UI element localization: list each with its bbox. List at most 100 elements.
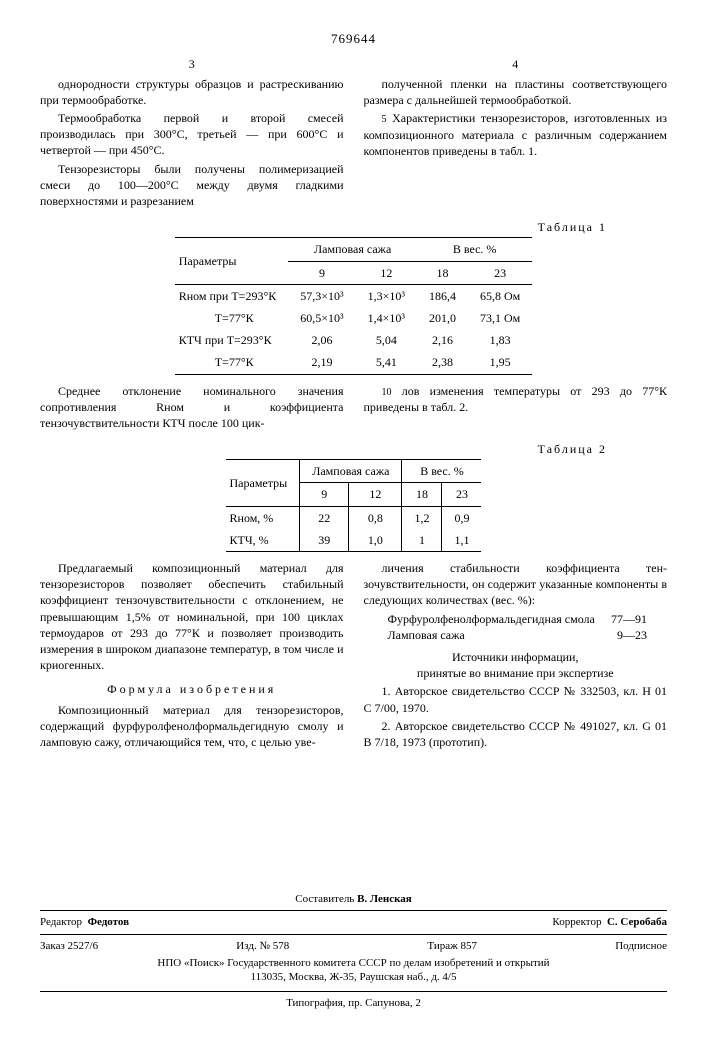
- table1: Параметры Ламповая сажа В вес. % 9 12 18…: [175, 237, 533, 374]
- org-name: НПО «Поиск» Государственного комитета СС…: [40, 956, 667, 971]
- para: однородности структуры образцов и рас­тр…: [40, 76, 344, 108]
- th-group2: В вес. %: [417, 238, 532, 261]
- cell: 39: [300, 529, 349, 552]
- table2-wrap: Таблица 2 Параметры Ламповая сажа В вес.…: [40, 441, 667, 552]
- para-text: лов изменения температуры от 293 до 77°К…: [364, 384, 668, 415]
- cell: 5,41: [356, 351, 417, 374]
- component-row: Ламповая сажа 9—23: [388, 627, 668, 643]
- footer-typography: Типография, пр. Сапунова, 2: [40, 992, 667, 1011]
- cell: 2,38: [417, 351, 468, 374]
- th-group1: Ламповая сажа: [288, 238, 417, 261]
- component-row: Фурфуролфенолфор­мальдегидная смола 77—9…: [388, 611, 668, 627]
- cell: 5,04: [356, 329, 417, 351]
- cell: 1: [402, 529, 442, 552]
- col-num-left: 3: [40, 56, 344, 72]
- line-number: 5: [382, 114, 387, 125]
- footer-composer: Составитель В. Ленская: [40, 892, 667, 910]
- org-address: 113035, Москва, Ж-35, Раушская наб., д. …: [40, 970, 667, 985]
- cell: 2,16: [417, 329, 468, 351]
- footer-credits: Редактор Федотов Корректор С. Серобаба: [40, 910, 667, 935]
- cell: 22: [300, 506, 349, 529]
- cell: 1,83: [468, 329, 532, 351]
- right-column: 4 полученной пленки на пластины соответ­…: [364, 56, 668, 212]
- cell: 0,9: [442, 506, 482, 529]
- table1-caption: Таблица 1: [40, 219, 667, 235]
- formula-title: Формула изобретения: [40, 681, 344, 697]
- corrector-label: Корректор: [552, 916, 601, 928]
- cell: 201,0: [417, 307, 468, 329]
- para-text: Характеристики тензорезисторов, изго­тов…: [364, 111, 668, 158]
- row-label: КТЧ при T=293°К: [175, 329, 289, 351]
- composer-name: В. Ленская: [357, 893, 412, 905]
- cell: 1,4×10³: [356, 307, 417, 329]
- cell: 73,1 Ом: [468, 307, 532, 329]
- row-label: T=77°К: [175, 351, 289, 374]
- th-sub: 23: [468, 261, 532, 284]
- editor-label: Редактор: [40, 916, 82, 928]
- bottom-left: Предлагаемый композиционный материал для…: [40, 560, 344, 752]
- footer-org: НПО «Поиск» Государственного комитета СС…: [40, 954, 667, 993]
- source-item: 2. Авторское свидетельство СССР № 491027…: [364, 718, 668, 750]
- component-name: Ламповая сажа: [388, 627, 465, 643]
- line-number: 10: [382, 387, 392, 398]
- row-label: Rном при T=293°К: [175, 284, 289, 307]
- mid-right: 10 лов изменения температуры от 293 до 7…: [364, 383, 668, 434]
- doc-number: 769644: [40, 30, 667, 48]
- row-label: КТЧ, %: [226, 529, 300, 552]
- table1-wrap: Таблица 1 Параметры Ламповая сажа В вес.…: [40, 219, 667, 374]
- th-param: Параметры: [226, 460, 300, 506]
- cell: 2,19: [288, 351, 355, 374]
- th-sub: 9: [300, 483, 349, 506]
- th-group1: Ламповая сажа: [300, 460, 402, 483]
- left-column: 3 однородности структуры образцов и рас­…: [40, 56, 344, 212]
- th-param: Параметры: [175, 238, 289, 284]
- cell: 60,5×10³: [288, 307, 355, 329]
- table2-caption: Таблица 2: [40, 441, 667, 457]
- th-sub: 12: [356, 261, 417, 284]
- cell: 1,1: [442, 529, 482, 552]
- th-sub: 23: [442, 483, 482, 506]
- cell: 0,8: [349, 506, 402, 529]
- order-no: Заказ 2527/6: [40, 939, 98, 954]
- component-name: Фурфуролфенолфор­мальдегидная смола: [388, 611, 595, 627]
- cell: 1,3×10³: [356, 284, 417, 307]
- mid-columns: Среднее отклонение номинального значе­ни…: [40, 383, 667, 434]
- th-sub: 12: [349, 483, 402, 506]
- para: 5 Характеристики тензорезисторов, изго­т…: [364, 110, 668, 159]
- cell: 1,95: [468, 351, 532, 374]
- editor-name: Федотов: [88, 916, 130, 928]
- th-sub: 18: [402, 483, 442, 506]
- col-num-right: 4: [364, 56, 668, 72]
- para: Предлагаемый композиционный материал для…: [40, 560, 344, 673]
- para: личения стабильности коэффициента тен­зо…: [364, 560, 668, 609]
- top-columns: 3 однородности структуры образцов и рас­…: [40, 56, 667, 212]
- izd-no: Изд. № 578: [236, 939, 289, 954]
- composer-label: Составитель: [295, 893, 354, 905]
- formula-para: Композиционный материал для тензоре­зист…: [40, 702, 344, 751]
- footer-print-info: Заказ 2527/6 Изд. № 578 Тираж 857 Подпис…: [40, 935, 667, 954]
- th-sub: 9: [288, 261, 355, 284]
- para: 10 лов изменения температуры от 293 до 7…: [364, 383, 668, 416]
- th-sub: 18: [417, 261, 468, 284]
- cell: 1,2: [402, 506, 442, 529]
- editor: Редактор Федотов: [40, 915, 129, 930]
- cell: 2,06: [288, 329, 355, 351]
- cell: 57,3×10³: [288, 284, 355, 307]
- corrector: Корректор С. Серобаба: [552, 915, 667, 930]
- component-list: Фурфуролфенолфор­мальдегидная смола 77—9…: [388, 611, 668, 643]
- cell: 1,0: [349, 529, 402, 552]
- sources-title: Источники информации, принятые во вниман…: [364, 649, 668, 681]
- para: Термообработка первой и второй смесей пр…: [40, 110, 344, 159]
- cell: 65,8 Ом: [468, 284, 532, 307]
- bottom-right: личения стабильности коэффициента тен­зо…: [364, 560, 668, 752]
- row-label: T=77°К: [175, 307, 289, 329]
- component-value: 77—91: [611, 611, 647, 627]
- para: полученной пленки на пластины соответ­ст…: [364, 76, 668, 108]
- table2: Параметры Ламповая сажа В вес. % 9 12 18…: [226, 459, 482, 552]
- mid-left: Среднее отклонение номинального значе­ни…: [40, 383, 344, 434]
- corrector-name: С. Серобаба: [607, 916, 667, 928]
- bottom-columns: Предлагаемый композиционный материал для…: [40, 560, 667, 752]
- th-group2: В вес. %: [402, 460, 482, 483]
- para: Среднее отклонение номинального значе­ни…: [40, 383, 344, 432]
- component-value: 9—23: [617, 627, 647, 643]
